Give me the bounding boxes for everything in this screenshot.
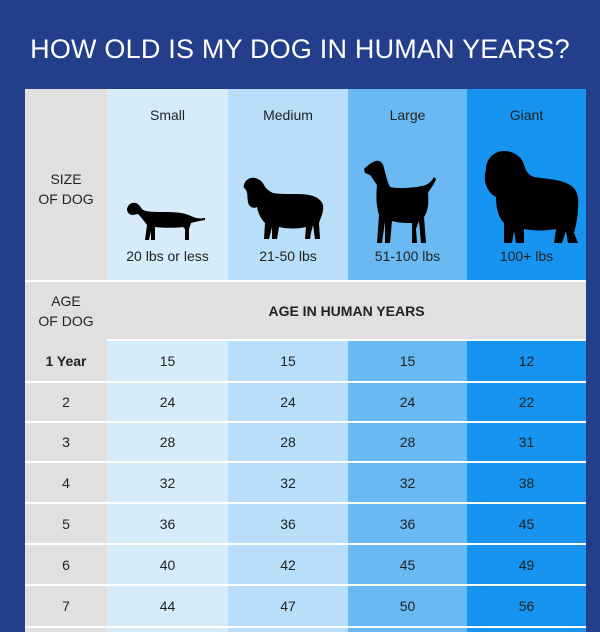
large-column (348, 89, 467, 632)
age-row-label: 3 (62, 434, 70, 450)
row-divider (25, 543, 586, 545)
pointer-icon (362, 159, 438, 245)
human-years-cell: 15 (159, 353, 176, 369)
human-years-cell: 32 (280, 474, 296, 491)
size-header-giant: Giant (509, 107, 544, 123)
page-title: HOW OLD IS MY DOG IN HUMAN YEARS? (30, 34, 570, 64)
human-years-cell: 32 (159, 474, 176, 491)
human-years-cell: 47 (280, 598, 296, 614)
human-years-cell: 28 (399, 434, 416, 450)
age-label-line2: OF DOG (38, 313, 94, 329)
human-years-cell: 32 (399, 474, 416, 491)
human-years-cell: 40 (159, 556, 176, 573)
human-years-cell: 56 (518, 598, 535, 614)
age-row-label: 5 (62, 515, 70, 532)
dog-age-table: Small Medium Large Giant SIZE OF DOG 20 … (25, 89, 586, 632)
human-years-cell: 45 (399, 556, 416, 573)
human-years-cell: 38 (518, 474, 535, 491)
label-column (25, 89, 107, 632)
row-divider (25, 626, 586, 628)
age-row-label: 4 (62, 474, 70, 491)
weight-large: 51-100 lbs (374, 248, 441, 264)
human-years-cell: 36 (399, 515, 416, 532)
human-years-cell: 36 (280, 515, 296, 532)
newfoundland-icon (482, 151, 580, 245)
human-years-cell: 28 (280, 434, 296, 450)
size-label-line1: SIZE (50, 171, 82, 187)
human-years-cell: 44 (159, 598, 176, 614)
row-divider (25, 502, 586, 504)
age-row-label: 1 Year (45, 353, 87, 369)
spaniel-icon (241, 177, 325, 241)
row-divider (25, 584, 586, 586)
row-divider (25, 421, 586, 423)
human-years-cell: 22 (518, 394, 535, 410)
age-row-label: 2 (62, 394, 70, 410)
small-column (107, 89, 228, 632)
row-divider (25, 461, 586, 463)
human-years-cell: 42 (280, 556, 296, 573)
human-years-cell: 24 (159, 394, 176, 410)
row-divider (25, 280, 586, 282)
human-years-cell: 36 (159, 515, 176, 532)
age-row-label: 6 (62, 556, 70, 573)
dachshund-icon (125, 195, 207, 241)
age-in-human-years-band: AGE IN HUMAN YEARS (107, 282, 586, 340)
human-years-cell: 15 (280, 353, 296, 369)
human-years-cell: 45 (518, 515, 535, 532)
age-row-label: 7 (62, 598, 70, 614)
human-years-cell: 12 (518, 353, 535, 369)
size-header-large: Large (389, 107, 426, 123)
human-years-cell: 31 (518, 434, 535, 450)
human-years-cell: 28 (159, 434, 176, 450)
human-years-cell: 49 (518, 556, 535, 573)
size-label-line2: OF DOG (38, 191, 94, 207)
weight-small: 20 lbs or less (126, 248, 209, 264)
human-years-cell: 15 (399, 353, 416, 369)
size-of-dog-label: SIZE OF DOG (25, 167, 107, 211)
size-header-small: Small (149, 107, 185, 123)
weight-medium: 21-50 lbs (259, 248, 317, 264)
human-years-cell: 24 (399, 394, 416, 410)
human-years-cell: 50 (399, 598, 416, 614)
age-of-dog-label: AGE OF DOG (25, 289, 107, 333)
row-divider (107, 339, 586, 341)
human-years-cell: 24 (280, 394, 296, 410)
age-label-line1: AGE (51, 293, 81, 309)
size-header-medium: Medium (263, 107, 313, 123)
weight-giant: 100+ lbs (499, 248, 554, 264)
row-divider (25, 381, 586, 383)
